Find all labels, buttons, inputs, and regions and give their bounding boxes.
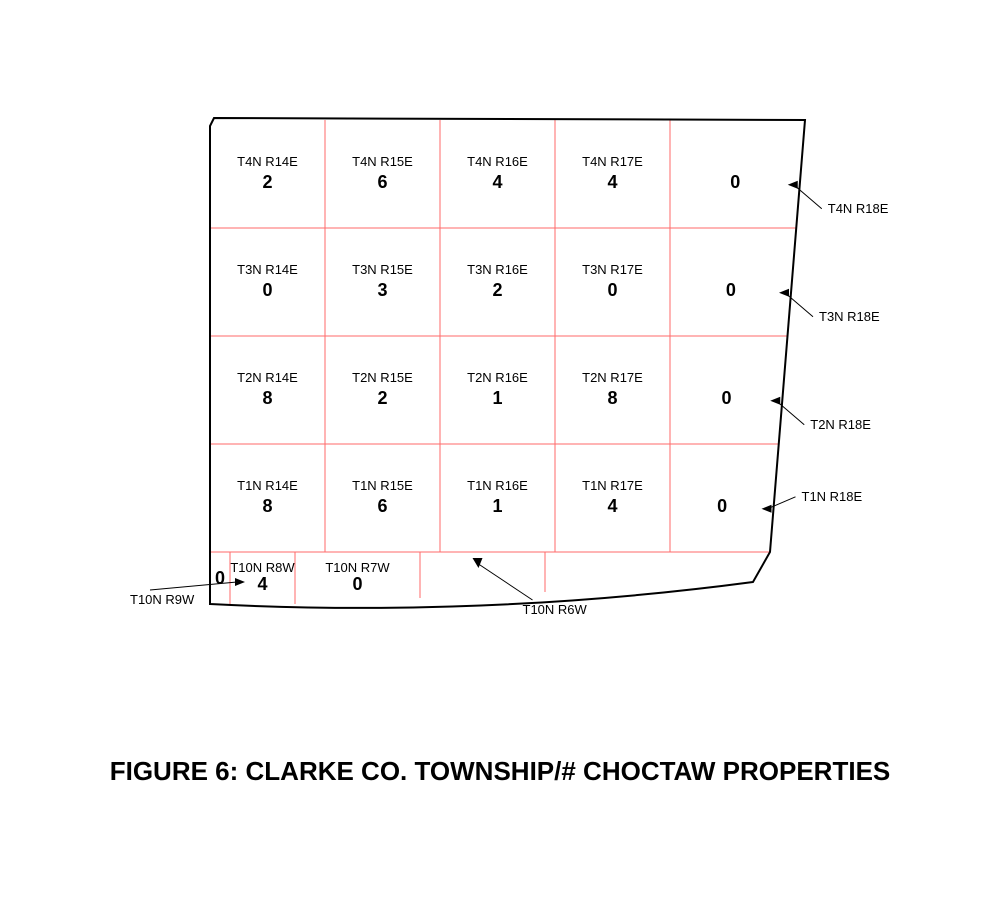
cell-label: T2N R17E — [582, 370, 643, 385]
cell-label: T4N R17E — [582, 154, 643, 169]
cell-value: 0 — [726, 280, 736, 300]
cell-label: T1N R17E — [582, 478, 643, 493]
bottom-cell-value: 0 — [352, 574, 362, 594]
cell-value: 3 — [377, 280, 387, 300]
cell-label: T2N R16E — [467, 370, 528, 385]
cell-label: T2N R15E — [352, 370, 413, 385]
cell-value: 4 — [607, 496, 617, 516]
cell-value: 0 — [730, 172, 740, 192]
cell-label: T3N R15E — [352, 262, 413, 277]
bottom-cell-label: T10N R7W — [325, 560, 390, 575]
cell-label: T1N R16E — [467, 478, 528, 493]
bottom-cell-value: 0 — [215, 568, 225, 588]
callout-right: T3N R18E — [819, 309, 880, 324]
bottom-cell-value: 4 — [257, 574, 267, 594]
cell-label: T1N R14E — [237, 478, 298, 493]
cell-value: 4 — [492, 172, 502, 192]
cell-value: 0 — [262, 280, 272, 300]
cell-label: T4N R14E — [237, 154, 298, 169]
callout-left: T10N R9W — [130, 592, 195, 607]
township-map: T4N R14E 2 T4N R15E 6 T4N R16E 4 T4N R17E 4 0 T3N… — [0, 0, 1000, 900]
cell-label: T3N R16E — [467, 262, 528, 277]
cell-label: T1N R15E — [352, 478, 413, 493]
cell-label: T3N R17E — [582, 262, 643, 277]
cell-value: 6 — [377, 496, 387, 516]
cell-value: 2 — [377, 388, 387, 408]
arrowhead-icon — [788, 181, 798, 189]
cell-value: 8 — [262, 388, 272, 408]
arrowhead-icon — [762, 505, 772, 513]
cell-value: 2 — [492, 280, 502, 300]
cell-value: 2 — [262, 172, 272, 192]
cell-value: 1 — [492, 496, 502, 516]
callout-arrow — [768, 497, 796, 509]
cell-value: 6 — [377, 172, 387, 192]
cell-value: 8 — [262, 496, 272, 516]
arrowhead-icon — [473, 558, 483, 568]
callout-bottom: T10N R6W — [523, 602, 588, 617]
cell-value: 4 — [607, 172, 617, 192]
callout-right: T1N R18E — [802, 489, 863, 504]
bottom-cell-label: T10N R8W — [230, 560, 295, 575]
callout-arrow — [479, 564, 533, 600]
figure-caption: FIGURE 6: CLARKE CO. TOWNSHIP/# CHOCTAW … — [110, 756, 891, 786]
cell-value: 0 — [607, 280, 617, 300]
cell-value: 0 — [717, 496, 727, 516]
arrowhead-icon — [779, 289, 789, 297]
callout-right: T2N R18E — [810, 417, 871, 432]
cell-value: 0 — [722, 388, 732, 408]
arrowhead-icon — [770, 397, 780, 405]
cell-label: T3N R14E — [237, 262, 298, 277]
cell-label: T2N R14E — [237, 370, 298, 385]
cell-label: T4N R15E — [352, 154, 413, 169]
arrowhead-icon — [235, 578, 245, 586]
cell-value: 8 — [607, 388, 617, 408]
cell-value: 1 — [492, 388, 502, 408]
cell-label: T4N R16E — [467, 154, 528, 169]
callout-right: T4N R18E — [828, 201, 889, 216]
outer-boundary — [210, 118, 805, 608]
